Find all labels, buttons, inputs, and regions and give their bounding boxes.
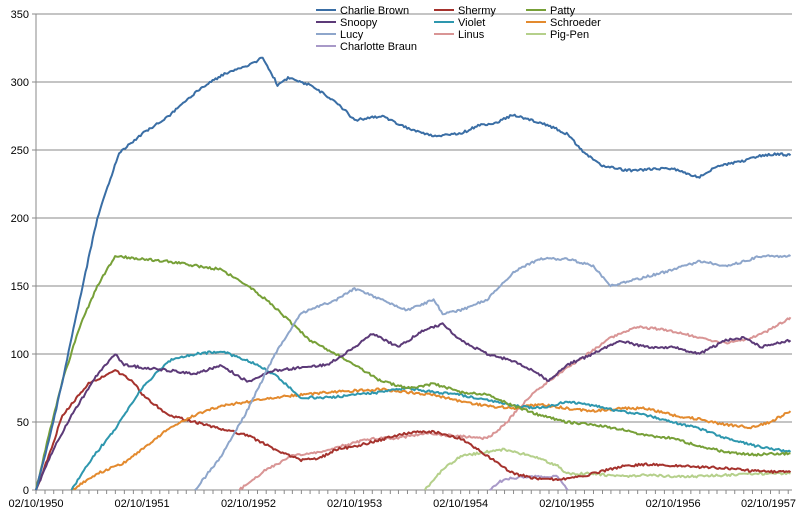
legend-label-snoopy: Snoopy (340, 17, 378, 29)
legend-label-charlie-brown: Charlie Brown (340, 5, 409, 17)
y-tick-label: 100 (11, 349, 29, 361)
series-line-linus (238, 316, 792, 491)
series-line-patty (35, 254, 791, 491)
x-tick-label: 02/10/1952 (221, 498, 276, 510)
y-tick-label: 0 (23, 485, 29, 497)
x-tick-label: 02/10/1955 (539, 498, 594, 510)
legend-label-linus: Linus (458, 29, 485, 41)
x-tick-label: 02/10/1957 (741, 498, 796, 510)
axes (32, 13, 792, 494)
legend-label-lucy: Lucy (340, 29, 364, 41)
legend-label-schroeder: Schroeder (550, 17, 601, 29)
x-tick-label: 02/10/1953 (327, 498, 382, 510)
y-tick-label: 200 (11, 213, 29, 225)
y-tick-labels: 0 50 100 150 200 250 300 350 (11, 9, 29, 497)
series-line-lucy (194, 254, 791, 491)
x-tick-label: 02/10/1951 (115, 498, 170, 510)
y-tick-label: 150 (11, 281, 29, 293)
y-tick-label: 250 (11, 145, 29, 157)
gridlines (36, 13, 792, 423)
series-line-snoopy (35, 322, 792, 491)
x-tick-label: 02/10/1954 (433, 498, 488, 510)
series-line-schroeder (70, 387, 792, 491)
y-tick-label: 50 (17, 417, 29, 429)
y-tick-label: 350 (11, 9, 29, 21)
legend-label-shermy: Shermy (458, 5, 496, 17)
series-line-violet (70, 350, 792, 491)
x-tick-label: 02/10/1956 (646, 498, 701, 510)
legend-label-violet: Violet (458, 17, 485, 29)
x-tick-label: 02/10/1950 (8, 498, 63, 510)
series-line-shermy (35, 369, 792, 491)
series-line-pig-pen (424, 447, 791, 491)
legend-label-pig-pen: Pig-Pen (550, 29, 589, 41)
legend-label-patty: Patty (550, 5, 576, 17)
series-lines (35, 56, 792, 491)
series-line-charlie-brown (35, 56, 792, 491)
y-tick-label: 300 (11, 77, 29, 89)
series-line-charlotte-braun (489, 474, 569, 491)
legend-label-charlotte-braun: Charlotte Braun (340, 41, 417, 53)
x-tick-labels: 02/10/1950 02/10/1951 02/10/1952 02/10/1953… (8, 498, 796, 510)
